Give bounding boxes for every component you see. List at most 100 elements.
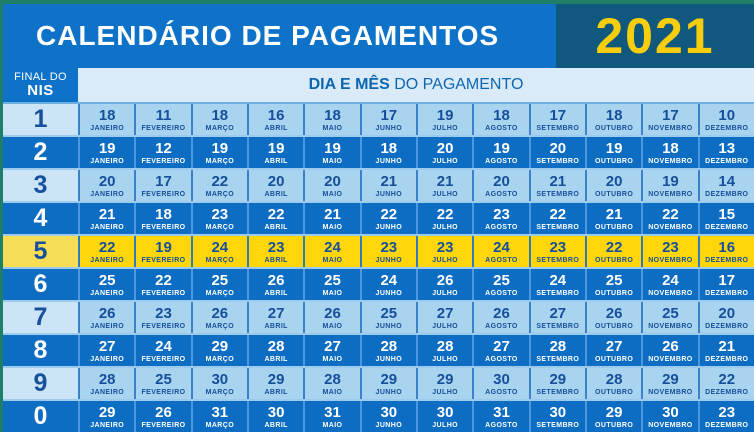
payment-day: 17 xyxy=(549,107,567,124)
payment-day: 27 xyxy=(267,305,285,322)
payment-cell: 22 ABRIL xyxy=(246,203,303,234)
table-row: 8 27 JANEIRO 24 FEVEREIRO 29 MARÇO 28 ABRIL 27 MAI… xyxy=(3,333,754,366)
payment-month: FEVEREIRO xyxy=(141,224,186,231)
payment-day: 22 xyxy=(267,206,285,223)
payment-month: JULHO xyxy=(432,389,458,396)
payment-cell: 20 JULHO xyxy=(415,137,472,168)
payment-month: JUNHO xyxy=(375,158,403,165)
calendar-content: CALENDÁRIO DE PAGAMENTOS 2021 FINAL DO N… xyxy=(3,4,754,432)
payment-month: SETEMBRO xyxy=(536,389,580,396)
payment-cell: 26 MAIO xyxy=(303,302,359,333)
payment-cell: 22 DEZEMBRO xyxy=(697,368,754,399)
payment-cell: 29 ABRIL xyxy=(246,368,303,399)
payment-cell: 24 AGOSTO xyxy=(472,236,528,267)
payment-month: MARÇO xyxy=(205,257,235,264)
payment-day: 23 xyxy=(436,239,454,256)
payment-month: ABRIL xyxy=(264,158,288,165)
payment-day: 18 xyxy=(380,140,398,157)
payment-month: AGOSTO xyxy=(485,257,518,264)
payment-month: OUTUBRO xyxy=(595,323,634,330)
table-row: 0 29 JANEIRO 26 FEVEREIRO 31 MARÇO 30 ABRIL 31 MAI… xyxy=(3,399,754,432)
payment-month: MAIO xyxy=(322,125,343,132)
payment-cell: 25 AGOSTO xyxy=(472,269,528,300)
payment-day: 23 xyxy=(211,206,229,223)
payment-day: 25 xyxy=(98,272,116,289)
payment-day: 26 xyxy=(155,404,172,421)
payment-month: OUTUBRO xyxy=(595,356,634,363)
payment-day: 20 xyxy=(718,305,736,322)
table-row: 1 18 JANEIRO 11 FEVEREIRO 18 MARÇO 16 ABRIL 18 MAI… xyxy=(3,104,754,135)
payment-cell: 26 FEVEREIRO xyxy=(134,401,190,432)
payment-day: 29 xyxy=(662,371,679,388)
payment-month: DEZEMBRO xyxy=(705,389,749,396)
payment-month: MAIO xyxy=(322,191,343,198)
payment-cell: 25 MAIO xyxy=(303,269,359,300)
payment-cell: 19 NOVEMBRO xyxy=(641,170,697,201)
payment-month: MAIO xyxy=(322,356,343,363)
payment-month: JANEIRO xyxy=(90,257,125,264)
payment-cell: 23 NOVEMBRO xyxy=(641,236,697,267)
payment-cell: 18 JANEIRO xyxy=(78,104,134,135)
payment-month: SETEMBRO xyxy=(536,323,580,330)
payment-cell: 23 AGOSTO xyxy=(472,203,528,234)
payment-day: 20 xyxy=(549,140,567,157)
payment-day: 22 xyxy=(211,173,229,190)
payment-day: 18 xyxy=(155,206,172,223)
payment-cell: 18 NOVEMBRO xyxy=(641,137,697,168)
payment-day: 21 xyxy=(436,173,454,190)
payment-day: 20 xyxy=(436,140,454,157)
payment-day: 23 xyxy=(267,239,285,256)
payment-day: 19 xyxy=(324,140,341,157)
payment-day: 17 xyxy=(662,107,679,124)
payment-month: MARÇO xyxy=(205,125,235,132)
payment-day: 21 xyxy=(718,338,736,355)
payment-day: 26 xyxy=(605,305,623,322)
payment-month: NOVEMBRO xyxy=(648,290,693,297)
payment-month: ABRIL xyxy=(264,125,288,132)
payment-day: 17 xyxy=(155,173,172,190)
payment-cell: 23 JULHO xyxy=(415,236,472,267)
payment-cell: 12 FEVEREIRO xyxy=(134,137,190,168)
payment-day: 27 xyxy=(493,338,510,355)
payment-day: 28 xyxy=(267,338,285,355)
payment-cell: 27 MAIO xyxy=(303,335,359,366)
payment-cell: 17 JUNHO xyxy=(359,104,416,135)
payment-day: 29 xyxy=(549,371,567,388)
payment-cell: 21 JANEIRO xyxy=(78,203,134,234)
payment-month: FEVEREIRO xyxy=(141,422,186,429)
payment-day: 26 xyxy=(662,338,679,355)
payment-day: 22 xyxy=(436,206,454,223)
payment-month: JULHO xyxy=(432,323,458,330)
payment-month: NOVEMBRO xyxy=(648,224,693,231)
payment-month: MARÇO xyxy=(205,422,235,429)
payment-cell: 25 NOVEMBRO xyxy=(641,302,697,333)
payment-cell: 17 DEZEMBRO xyxy=(697,269,754,300)
payment-cell: 18 OUTUBRO xyxy=(584,104,641,135)
payment-day: 12 xyxy=(155,140,172,157)
payment-month: FEVEREIRO xyxy=(141,158,186,165)
nis-final-digit: 3 xyxy=(3,170,78,201)
payment-day: 22 xyxy=(155,272,172,289)
payment-cell: 18 AGOSTO xyxy=(472,104,528,135)
payment-cell: 25 FEVEREIRO xyxy=(134,368,190,399)
payment-day: 24 xyxy=(549,272,567,289)
payment-month: JULHO xyxy=(432,257,458,264)
payment-day: 25 xyxy=(662,305,679,322)
payment-month: DEZEMBRO xyxy=(705,356,749,363)
payment-month: JULHO xyxy=(432,158,458,165)
payment-day: 18 xyxy=(211,107,229,124)
payment-cell: 22 NOVEMBRO xyxy=(641,203,697,234)
payment-cell: 27 SETEMBRO xyxy=(528,302,585,333)
payment-day: 28 xyxy=(324,371,341,388)
payment-cell: 24 SETEMBRO xyxy=(528,269,585,300)
payment-day: 28 xyxy=(436,338,454,355)
payment-cell: 23 JUNHO xyxy=(359,236,416,267)
payment-day: 29 xyxy=(605,404,623,421)
nis-final-digit: 9 xyxy=(3,368,78,399)
payment-cell: 24 MARÇO xyxy=(190,236,247,267)
payment-cell: 22 JULHO xyxy=(415,203,472,234)
payment-cell: 28 ABRIL xyxy=(246,335,303,366)
payment-month: NOVEMBRO xyxy=(648,422,693,429)
payment-month: SETEMBRO xyxy=(536,356,580,363)
payment-month: MARÇO xyxy=(205,290,235,297)
